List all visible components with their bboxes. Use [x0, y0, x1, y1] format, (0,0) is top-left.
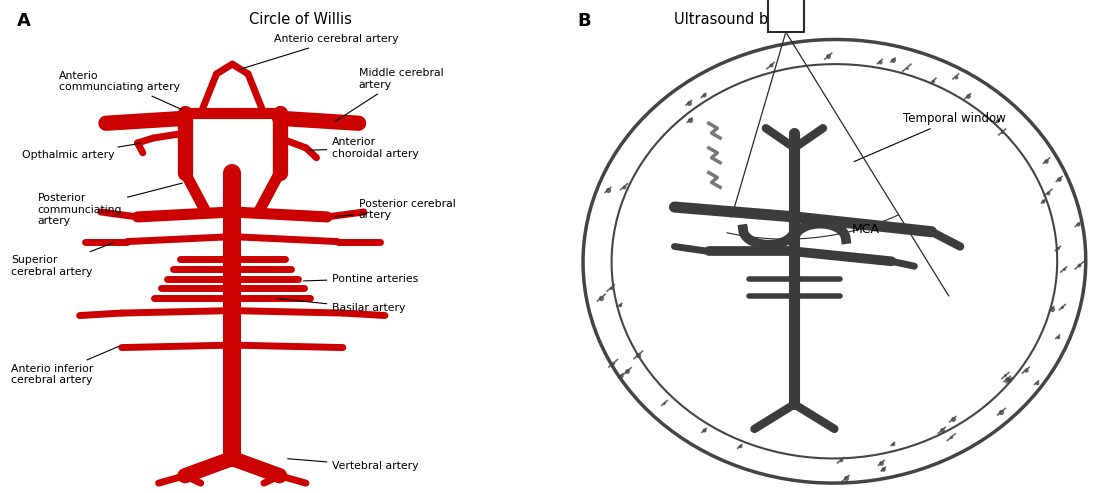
Text: Anterio cerebral artery: Anterio cerebral artery: [240, 35, 399, 69]
Text: Anterio
communciating artery: Anterio communciating artery: [58, 70, 183, 110]
Text: Pontine arteries: Pontine arteries: [304, 274, 419, 283]
Polygon shape: [767, 0, 804, 32]
Text: Middle cerebral
artery: Middle cerebral artery: [335, 68, 444, 122]
Text: Circle of Willis: Circle of Willis: [250, 12, 352, 27]
Text: Anterio inferior
cerebral artery: Anterio inferior cerebral artery: [11, 346, 119, 386]
Text: Superior
cerebral artery: Superior cerebral artery: [11, 243, 114, 277]
Text: Posterior
communciating
artery: Posterior communciating artery: [37, 183, 183, 226]
Text: B: B: [577, 12, 591, 31]
Text: MCA: MCA: [851, 223, 879, 236]
Text: Posterior cerebral
artery: Posterior cerebral artery: [335, 199, 456, 220]
Text: Temporal window: Temporal window: [855, 112, 1006, 162]
Text: A: A: [17, 12, 30, 31]
Text: Vertebral artery: Vertebral artery: [288, 458, 419, 471]
Text: Opthalmic artery: Opthalmic artery: [21, 143, 140, 160]
Text: Ultrasound beam: Ultrasound beam: [674, 12, 801, 27]
Text: Basilar artery: Basilar artery: [277, 299, 405, 313]
Text: Anterior
choroidal artery: Anterior choroidal artery: [309, 137, 419, 159]
